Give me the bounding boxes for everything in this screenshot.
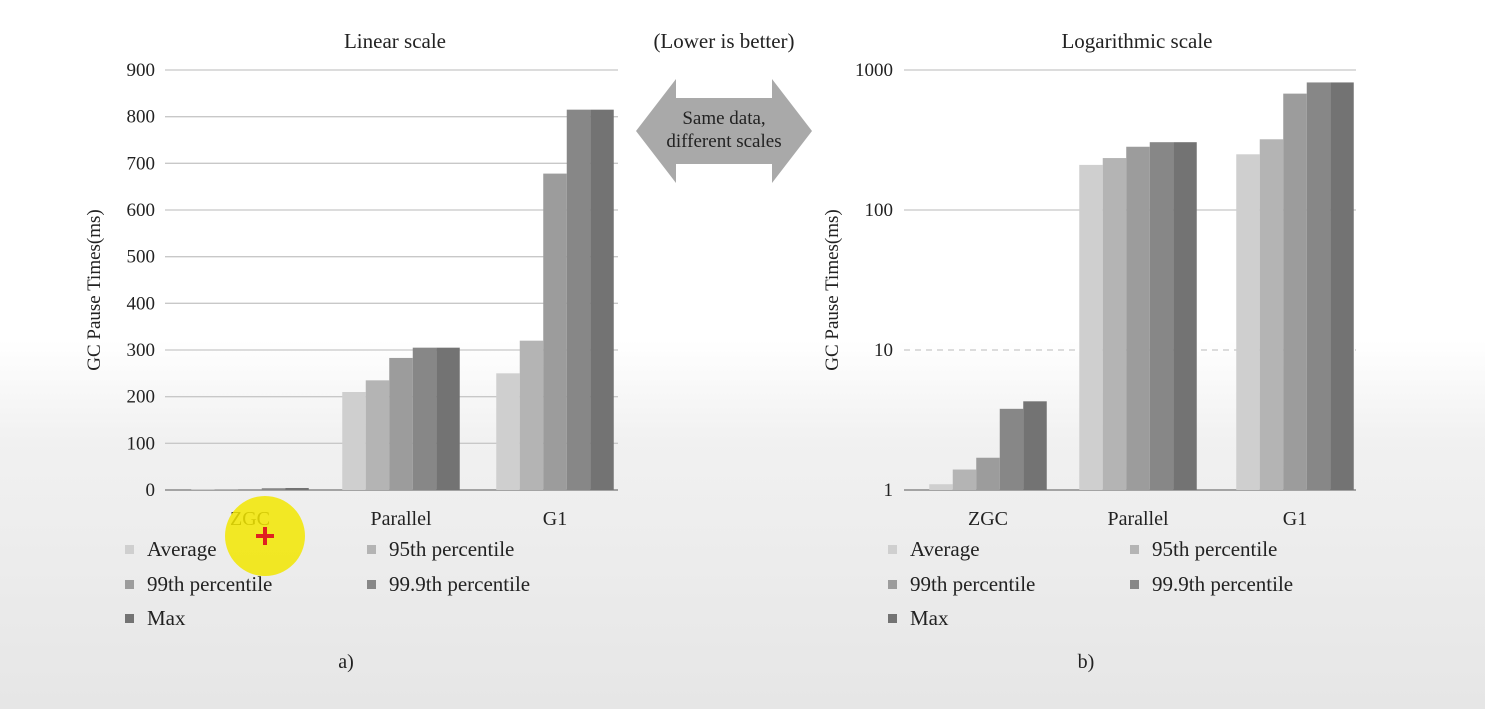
legend-swatch-p95: [367, 545, 376, 554]
bar-parallel-average: [342, 392, 366, 490]
legend-label: Max: [910, 606, 949, 630]
x-category-label: ZGC: [968, 508, 1008, 530]
bar-zgc-p999: [261, 488, 286, 490]
y-tick-label: 500: [127, 247, 156, 268]
bar-zgc-p99: [238, 489, 262, 490]
legend-swatch-p95: [1130, 545, 1139, 554]
bar-zgc-p95: [952, 469, 977, 490]
bar-parallel-p99: [1126, 146, 1150, 491]
bar-g1-max: [590, 109, 614, 491]
legend-label: 99th percentile: [147, 572, 272, 596]
bar-g1-p99: [543, 173, 567, 490]
legend-swatch-average: [125, 545, 134, 554]
bar-zgc-p999: [999, 408, 1024, 490]
bar-parallel-average: [1079, 164, 1103, 491]
legend-swatch-max: [125, 614, 134, 623]
bar-zgc-average: [929, 484, 953, 490]
bar-parallel-max: [436, 347, 460, 490]
legend-label: 99th percentile: [910, 572, 1035, 596]
bar-zgc-average: [191, 489, 215, 490]
x-category-label: G1: [543, 508, 567, 530]
legend-label: 95th percentile: [389, 537, 514, 561]
log-scale-chart: Logarithmic scale 1 10 100 1000 GC Pause Time…: [822, 29, 1356, 673]
legend-label: 99.9th percentile: [389, 572, 530, 596]
bar-g1-max: [1330, 82, 1354, 491]
bar-g1-p95: [1259, 139, 1284, 491]
bar-zgc-max: [1023, 401, 1047, 490]
y-axis-label: GC Pause Times(ms): [822, 209, 843, 371]
y-tick-label: 800: [127, 107, 156, 128]
bar-g1-p999: [566, 109, 591, 491]
bar-parallel-p999: [412, 347, 437, 490]
bar-parallel-max: [1173, 142, 1197, 490]
y-axis-label: GC Pause Times(ms): [84, 209, 105, 371]
bar-g1-p99: [1283, 93, 1307, 491]
arrow-text-line-2: different scales: [666, 131, 781, 152]
legend-swatch-p99: [125, 580, 134, 589]
y-tick-label: 100: [127, 433, 156, 454]
x-category-label: Parallel: [370, 508, 432, 530]
y-tick-label: 1000: [855, 60, 893, 81]
y-tick-label: 0: [146, 480, 156, 501]
x-category-label: G1: [1283, 508, 1307, 530]
bar-g1-p999: [1306, 82, 1331, 491]
y-tick-label: 1: [884, 480, 894, 501]
legend-swatch-max: [888, 614, 897, 623]
legend-label: 95th percentile: [1152, 537, 1277, 561]
y-tick-label: 10: [874, 340, 893, 361]
cursor-highlight: [225, 496, 305, 576]
bar-parallel-p95: [365, 380, 390, 490]
legend-label: Average: [910, 537, 980, 561]
chart-title: Linear scale: [344, 29, 446, 53]
y-tick-label: 100: [865, 200, 894, 221]
linear-scale-chart: Linear scale 0 100 200 300 400 500 600 700 800 900…: [84, 29, 618, 673]
legend-label: 99.9th percentile: [1152, 572, 1293, 596]
panel-label: b): [1078, 651, 1095, 673]
bar-g1-average: [496, 373, 520, 490]
bar-g1-average: [1236, 154, 1260, 490]
lower-is-better-note: (Lower is better): [653, 29, 794, 53]
bar-zgc-p95: [214, 489, 239, 490]
bar-g1-p95: [519, 340, 544, 490]
legend-swatch-p999: [1130, 580, 1139, 589]
y-tick-label: 700: [127, 153, 156, 174]
chart-title: Logarithmic scale: [1061, 29, 1212, 53]
y-tick-label: 400: [127, 293, 156, 314]
bar-zgc-p99: [976, 457, 1000, 490]
bar-zgc-max: [285, 487, 309, 490]
legend-swatch-p999: [367, 580, 376, 589]
y-tick-label: 200: [127, 387, 156, 408]
x-category-label: Parallel: [1107, 508, 1169, 530]
y-tick-label: 300: [127, 340, 156, 361]
legend-label: Max: [147, 606, 186, 630]
bar-parallel-p999: [1149, 142, 1174, 490]
bar-parallel-p99: [389, 357, 413, 490]
y-tick-label: 600: [127, 200, 156, 221]
legend-label: Average: [147, 537, 217, 561]
bar-parallel-p95: [1102, 158, 1127, 490]
arrow-text-line-1: Same data,: [682, 108, 765, 129]
double-arrow-icon: Same data, different scales: [636, 79, 812, 183]
y-tick-label: 900: [127, 60, 156, 81]
panel-label: a): [338, 651, 354, 673]
cursor-cross-icon: [256, 527, 274, 545]
legend-swatch-average: [888, 545, 897, 554]
legend-swatch-p99: [888, 580, 897, 589]
